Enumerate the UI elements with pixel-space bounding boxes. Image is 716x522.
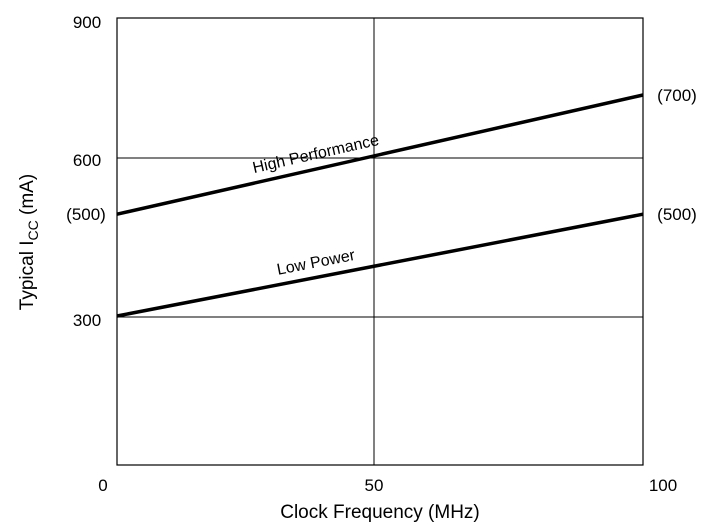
y-axis-title-suffix: (mA)	[17, 174, 38, 220]
y-axis-title-main: Typical I	[17, 240, 38, 310]
x-axis-title: Clock Frequency (MHz)	[280, 502, 480, 522]
gridlines	[117, 18, 643, 465]
series-line-low-power	[116, 212, 644, 318]
y-axis-title-subscript: CC	[25, 220, 41, 240]
y-tick-label-300: 300	[73, 311, 101, 330]
y-tick-label-600: 600	[73, 151, 101, 170]
x-tick-label-0: 0	[98, 476, 107, 495]
series-layer: High Performance Low Power (500) (700) (…	[66, 86, 697, 318]
end-label-high-performance: (700)	[657, 86, 697, 105]
series-line-high-performance	[116, 93, 644, 216]
x-tick-labels: 0 50 100	[98, 476, 677, 495]
start-label-high-performance: (500)	[66, 205, 106, 224]
x-tick-label-100: 100	[649, 476, 677, 495]
plot-frame	[116, 17, 644, 466]
y-axis-title: Typical ICC (mA)	[17, 174, 41, 310]
y-tick-labels: 900 600 300	[73, 13, 101, 330]
end-label-low-power: (500)	[657, 205, 697, 224]
x-tick-label-50: 50	[365, 476, 384, 495]
y-tick-label-900: 900	[73, 13, 101, 32]
series-label-low-power: Low Power	[276, 247, 358, 279]
